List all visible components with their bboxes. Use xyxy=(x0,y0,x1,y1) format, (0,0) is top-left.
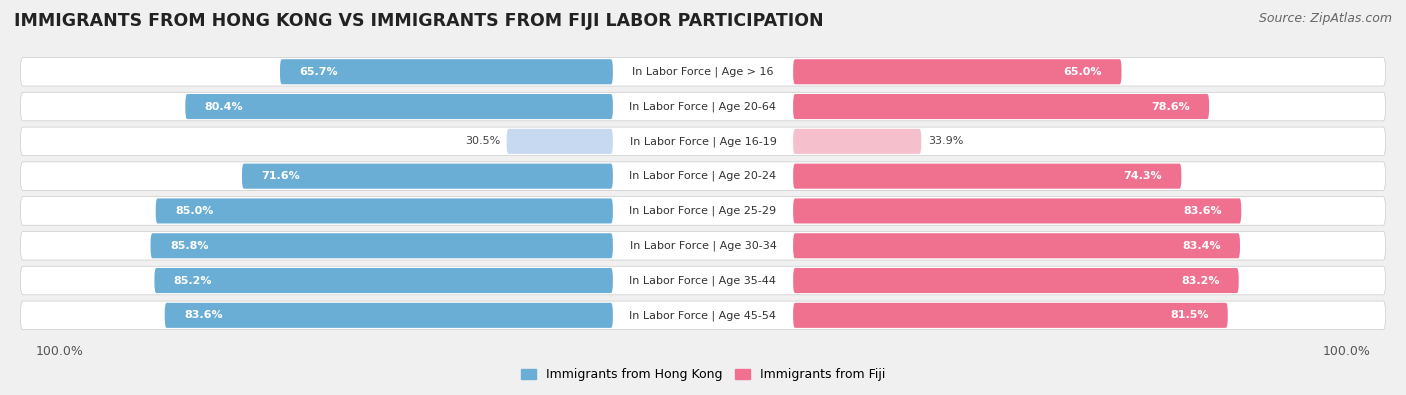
FancyBboxPatch shape xyxy=(21,127,1385,156)
Text: 85.8%: 85.8% xyxy=(170,241,208,251)
FancyBboxPatch shape xyxy=(793,94,1209,119)
FancyBboxPatch shape xyxy=(150,233,613,258)
FancyBboxPatch shape xyxy=(21,266,1385,295)
FancyBboxPatch shape xyxy=(793,268,1239,293)
FancyBboxPatch shape xyxy=(21,92,1385,121)
FancyBboxPatch shape xyxy=(165,303,613,328)
Text: 85.2%: 85.2% xyxy=(174,276,212,286)
FancyBboxPatch shape xyxy=(280,59,613,84)
Text: 80.4%: 80.4% xyxy=(205,102,243,111)
Text: 83.4%: 83.4% xyxy=(1182,241,1220,251)
Text: In Labor Force | Age 20-64: In Labor Force | Age 20-64 xyxy=(630,101,776,112)
Text: 83.2%: 83.2% xyxy=(1181,276,1219,286)
FancyBboxPatch shape xyxy=(21,162,1385,190)
Text: 85.0%: 85.0% xyxy=(174,206,214,216)
Text: 30.5%: 30.5% xyxy=(465,136,501,147)
Text: 65.7%: 65.7% xyxy=(299,67,337,77)
Text: In Labor Force | Age 20-24: In Labor Force | Age 20-24 xyxy=(630,171,776,181)
FancyBboxPatch shape xyxy=(155,268,613,293)
Legend: Immigrants from Hong Kong, Immigrants from Fiji: Immigrants from Hong Kong, Immigrants fr… xyxy=(516,363,890,386)
Text: In Labor Force | Age 35-44: In Labor Force | Age 35-44 xyxy=(630,275,776,286)
FancyBboxPatch shape xyxy=(793,59,1122,84)
Text: IMMIGRANTS FROM HONG KONG VS IMMIGRANTS FROM FIJI LABOR PARTICIPATION: IMMIGRANTS FROM HONG KONG VS IMMIGRANTS … xyxy=(14,12,824,30)
Text: In Labor Force | Age 30-34: In Labor Force | Age 30-34 xyxy=(630,241,776,251)
Text: 83.6%: 83.6% xyxy=(1184,206,1222,216)
Text: In Labor Force | Age 45-54: In Labor Force | Age 45-54 xyxy=(630,310,776,321)
FancyBboxPatch shape xyxy=(793,164,1181,189)
FancyBboxPatch shape xyxy=(21,301,1385,329)
FancyBboxPatch shape xyxy=(242,164,613,189)
Text: 74.3%: 74.3% xyxy=(1123,171,1163,181)
Text: 81.5%: 81.5% xyxy=(1170,310,1208,320)
FancyBboxPatch shape xyxy=(793,198,1241,224)
Text: In Labor Force | Age > 16: In Labor Force | Age > 16 xyxy=(633,66,773,77)
Text: 71.6%: 71.6% xyxy=(262,171,299,181)
FancyBboxPatch shape xyxy=(156,198,613,224)
Text: 83.6%: 83.6% xyxy=(184,310,222,320)
FancyBboxPatch shape xyxy=(21,197,1385,225)
FancyBboxPatch shape xyxy=(186,94,613,119)
Text: 65.0%: 65.0% xyxy=(1064,67,1102,77)
Text: In Labor Force | Age 16-19: In Labor Force | Age 16-19 xyxy=(630,136,776,147)
Text: In Labor Force | Age 25-29: In Labor Force | Age 25-29 xyxy=(630,206,776,216)
Text: 78.6%: 78.6% xyxy=(1152,102,1189,111)
FancyBboxPatch shape xyxy=(793,233,1240,258)
FancyBboxPatch shape xyxy=(793,129,921,154)
Text: 33.9%: 33.9% xyxy=(928,136,963,147)
FancyBboxPatch shape xyxy=(506,129,613,154)
Text: Source: ZipAtlas.com: Source: ZipAtlas.com xyxy=(1258,12,1392,25)
FancyBboxPatch shape xyxy=(21,58,1385,86)
FancyBboxPatch shape xyxy=(793,303,1227,328)
FancyBboxPatch shape xyxy=(21,231,1385,260)
